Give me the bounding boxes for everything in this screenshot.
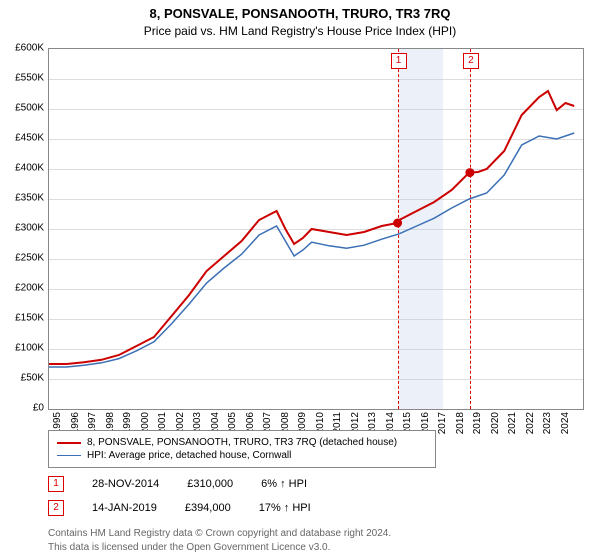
- legend-item-hpi: HPI: Average price, detached house, Corn…: [57, 450, 427, 461]
- y-tick-label: £550K: [4, 73, 44, 84]
- chart-svg: [49, 49, 583, 409]
- y-tick-label: £0: [4, 403, 44, 414]
- legend-label-hpi: HPI: Average price, detached house, Corn…: [87, 450, 291, 461]
- x-tick-label: 2020: [490, 412, 501, 442]
- legend-item-property: 8, PONSVALE, PONSANOOTH, TRURO, TR3 7RQ …: [57, 437, 427, 448]
- x-tick-label: 2019: [472, 412, 483, 442]
- y-tick-label: £250K: [4, 253, 44, 264]
- y-tick-label: £100K: [4, 343, 44, 354]
- sale-price-2: £394,000: [185, 502, 231, 514]
- credits-line-1: Contains HM Land Registry data © Crown c…: [48, 528, 391, 539]
- sale-date-1: 28-NOV-2014: [92, 478, 159, 490]
- y-tick-label: £300K: [4, 223, 44, 234]
- x-tick-label: 2022: [525, 412, 536, 442]
- credits-line-2: This data is licensed under the Open Gov…: [48, 542, 330, 553]
- sale-delta-1: 6% ↑ HPI: [261, 478, 307, 490]
- legend: 8, PONSVALE, PONSANOOTH, TRURO, TR3 7RQ …: [48, 430, 436, 468]
- sale-date-2: 14-JAN-2019: [92, 502, 157, 514]
- series-hpi: [49, 133, 574, 367]
- y-tick-label: £450K: [4, 133, 44, 144]
- y-tick-label: £50K: [4, 373, 44, 384]
- chart-subtitle: Price paid vs. HM Land Registry's House …: [0, 21, 600, 42]
- sale-point: [393, 219, 402, 228]
- sale-row-1: 1 28-NOV-2014 £310,000 6% ↑ HPI: [48, 476, 307, 492]
- sale-price-1: £310,000: [187, 478, 233, 490]
- y-tick-label: £200K: [4, 283, 44, 294]
- y-tick-label: £600K: [4, 43, 44, 54]
- chart-title: 8, PONSVALE, PONSANOOTH, TRURO, TR3 7RQ: [0, 0, 600, 21]
- y-tick-label: £150K: [4, 313, 44, 324]
- x-tick-label: 2023: [542, 412, 553, 442]
- x-tick-label: 2021: [507, 412, 518, 442]
- series-property: [49, 91, 574, 364]
- sale-marker-2: 2: [48, 500, 64, 516]
- y-tick-label: £350K: [4, 193, 44, 204]
- plot-area: 12: [48, 48, 584, 410]
- chart-container: 8, PONSVALE, PONSANOOTH, TRURO, TR3 7RQ …: [0, 0, 600, 560]
- sale-delta-2: 17% ↑ HPI: [259, 502, 311, 514]
- x-tick-label: 2017: [437, 412, 448, 442]
- legend-swatch-hpi: [57, 455, 81, 456]
- legend-swatch-property: [57, 442, 81, 444]
- legend-label-property: 8, PONSVALE, PONSANOOTH, TRURO, TR3 7RQ …: [87, 437, 397, 448]
- sale-point: [465, 168, 474, 177]
- y-tick-label: £500K: [4, 103, 44, 114]
- sale-row-2: 2 14-JAN-2019 £394,000 17% ↑ HPI: [48, 500, 311, 516]
- x-tick-label: 2024: [560, 412, 571, 442]
- sale-marker-1: 1: [48, 476, 64, 492]
- y-tick-label: £400K: [4, 163, 44, 174]
- x-tick-label: 2018: [455, 412, 466, 442]
